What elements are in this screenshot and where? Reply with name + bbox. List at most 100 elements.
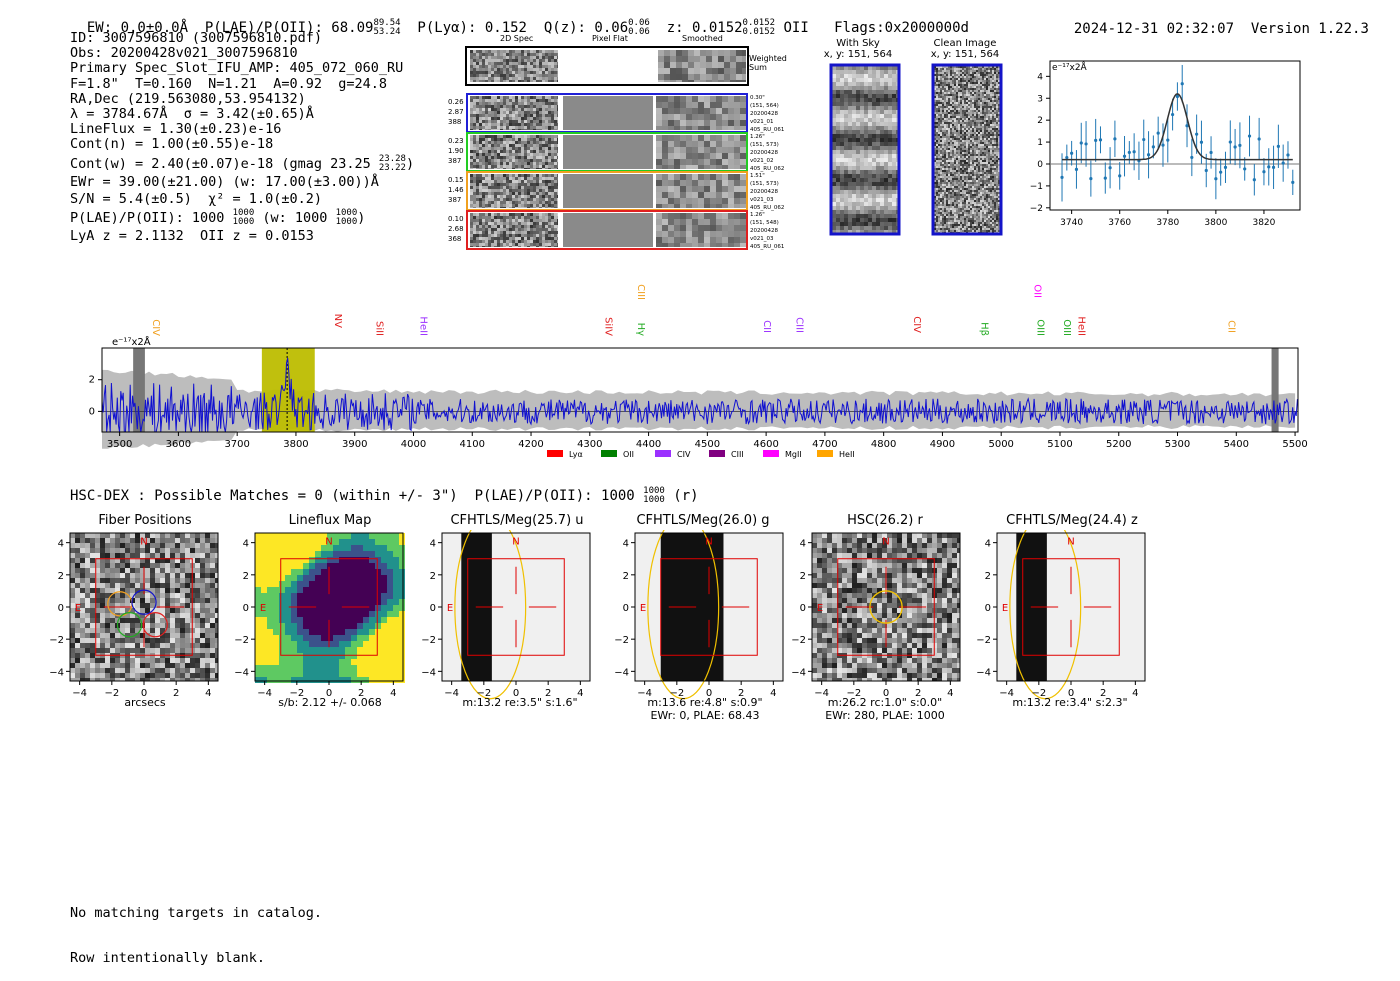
y-tick-label: −1 — [1030, 182, 1043, 192]
panel-title-lineflux-map: Lineflux Map — [255, 513, 405, 528]
row-smooth-noise — [656, 135, 746, 169]
cont-w: Cont(w) = 2.40(±0.07)e-18 (gmag 23.25 23… — [70, 155, 414, 173]
north-label: N — [512, 536, 519, 547]
y-tick-label: −4 — [421, 667, 436, 678]
row-meta-label: 405_RU_061 — [750, 127, 784, 133]
x-tick-label: 3800 — [1204, 218, 1227, 228]
data-point — [1060, 176, 1063, 179]
row-meta-label: v021_03 — [750, 197, 774, 203]
x-tick-label: 4600 — [753, 439, 778, 450]
y-tick-label: 4 — [985, 539, 991, 550]
row-meta-label: v021_02 — [750, 158, 774, 164]
row-2d-noise — [470, 135, 558, 169]
row-flat — [563, 213, 653, 247]
primary-slot: Primary Spec_Slot_IFU_AMP: 405_072_060_R… — [70, 61, 414, 76]
row-meta-label: 20200428 — [750, 189, 778, 195]
y-tick-label: 0 — [430, 603, 436, 614]
row-weight-label: 1.46 — [448, 186, 464, 194]
x-tick-label: 4200 — [518, 439, 543, 450]
panel-cap-z: m:13.2 re:3.4" s:2.3" — [975, 696, 1165, 709]
x-tick-label: 4500 — [695, 439, 720, 450]
y-tick-label: 4 — [800, 539, 806, 550]
data-point — [1070, 152, 1073, 155]
y-tick-label: −2 — [791, 635, 806, 646]
y-tick-label: 0 — [1037, 160, 1043, 170]
x-tick-label: 4800 — [871, 439, 896, 450]
data-point — [1161, 144, 1164, 147]
panel-cap-g: m:13.6 re:4.8" s:0.9"EWr: 0, PLAE: 68.43 — [610, 696, 800, 722]
data-point — [1258, 137, 1261, 140]
east-label: E — [817, 603, 823, 614]
footer-notes: No matching targets in catalog. Row inte… — [70, 876, 322, 981]
data-point — [1238, 144, 1241, 147]
data-point — [1113, 137, 1116, 140]
panel-cap-r: m:26.2 rc:1.0" s:0.0"EWr: 280, PLAE: 100… — [790, 696, 980, 722]
panel-noise-image — [812, 533, 960, 681]
x-tick-label: 4100 — [460, 439, 485, 450]
timestamp: 2024-12-31 02:32:07 — [1074, 21, 1234, 37]
y-tick-label: −2 — [49, 635, 64, 646]
row-meta-label: 405_RU_062 — [750, 205, 784, 211]
x-tick-label: 5300 — [1165, 439, 1190, 450]
y-tick-label: 3 — [1037, 94, 1043, 104]
emission-line-label: Hγ — [635, 323, 646, 337]
data-point — [1084, 142, 1087, 145]
row-2d-noise — [470, 96, 558, 130]
y-tick-label: −4 — [49, 667, 64, 678]
x-tick-label: 4900 — [930, 439, 955, 450]
y-tick-label: 0 — [623, 603, 629, 614]
data-point — [1248, 134, 1251, 137]
fit-params: F=1.8" T=0.160 N=1.21 A=0.92 g=24.8 — [70, 77, 414, 92]
legend-swatch — [547, 450, 563, 457]
weighted-2d-noise — [470, 50, 558, 82]
sn-chi2: S/N = 5.4(±0.5) χ² = 1.0(±0.2) — [70, 192, 414, 207]
north-label: N — [325, 536, 332, 547]
row-meta-label: 0.30" — [750, 95, 765, 101]
data-point — [1190, 156, 1193, 159]
y-tick-label: −2 — [976, 635, 991, 646]
legend-label: OII — [623, 450, 634, 459]
flags-value: Flags:0x2000000d — [834, 20, 969, 36]
panel-title-cfhtls-g: CFHTLS/Meg(26.0) g — [608, 513, 798, 528]
data-point — [1133, 150, 1136, 153]
y-tick-label: −2 — [614, 635, 629, 646]
ewr: EWr = 39.00(±21.00) (w: 17.00(±3.00))Å — [70, 175, 414, 190]
row-smooth-noise — [656, 96, 746, 130]
row-meta-label: 1.26" — [750, 134, 765, 140]
weighted-smooth-noise — [658, 50, 746, 82]
row-weight-label: 0.10 — [448, 215, 464, 223]
row-flat — [563, 174, 653, 208]
y-tick-label: 2 — [985, 571, 991, 582]
data-point — [1233, 145, 1236, 148]
x-tick-label: 3820 — [1252, 218, 1275, 228]
data-point — [1123, 155, 1126, 158]
data-point — [1128, 151, 1131, 154]
y-tick-label: 4 — [243, 539, 249, 550]
panel-title-fiber-positions: Fiber Positions — [70, 513, 220, 528]
emission-line-label: Hβ — [979, 322, 990, 336]
row-weight-label: 2.87 — [448, 108, 464, 116]
lineflux: LineFlux = 1.30(±0.23)e-16 — [70, 122, 414, 137]
image-panels: Fiber Positions Lineflux Map CFHTLS/Meg(… — [0, 510, 1400, 730]
row-weight-label: 0.26 — [448, 98, 464, 106]
east-label: E — [447, 603, 453, 614]
data-point — [1286, 153, 1289, 156]
emission-line-label: CII — [761, 320, 772, 333]
x-tick-label: 3800 — [283, 439, 308, 450]
y-tick-label: 0 — [985, 603, 991, 614]
data-point — [1243, 167, 1246, 170]
y-tick-label: 4 — [1037, 72, 1043, 82]
legend-swatch — [817, 450, 833, 457]
y-tick-label: 2 — [243, 571, 249, 582]
data-point — [1099, 138, 1102, 141]
data-point — [1166, 138, 1169, 141]
y-tick-label: 4 — [623, 539, 629, 550]
emission-line-label: HeII — [417, 316, 428, 336]
north-label: N — [140, 536, 147, 547]
x-tick-label: 3740 — [1060, 218, 1083, 228]
y-tick-label: −2 — [421, 635, 436, 646]
emission-line-label: NV — [332, 314, 343, 328]
